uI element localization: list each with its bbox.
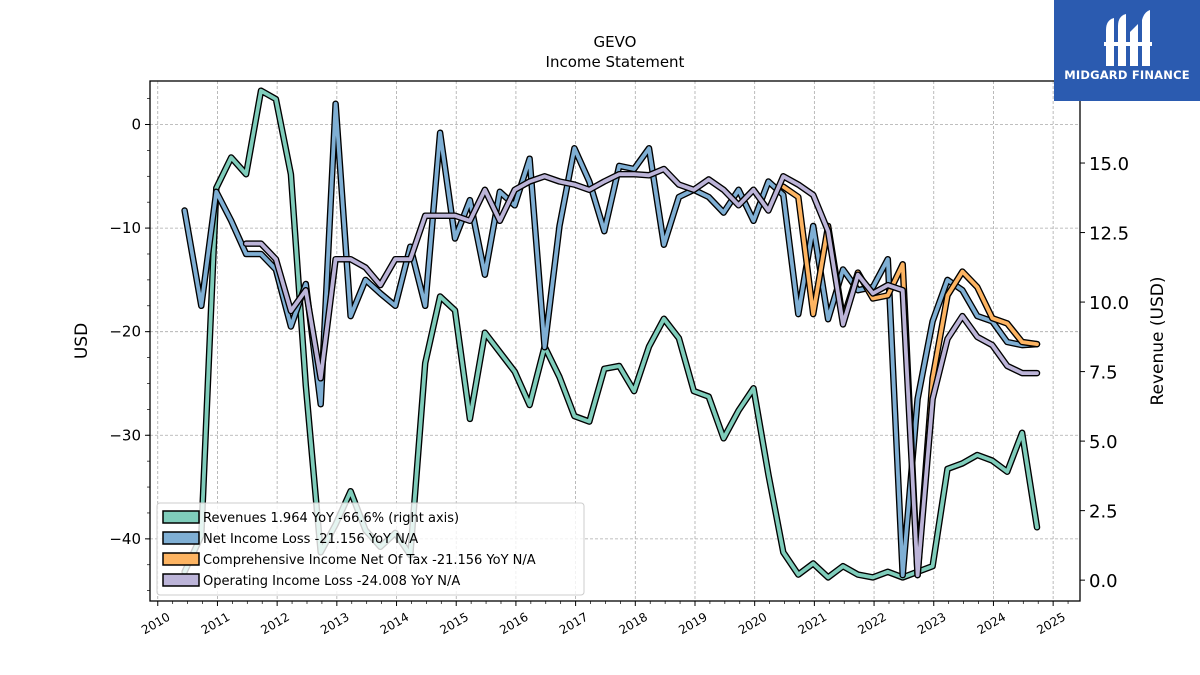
x-tick-label: 2013 bbox=[318, 610, 351, 637]
x-tick-label: 2016 bbox=[497, 610, 530, 637]
x-tick-label: 2012 bbox=[258, 610, 291, 637]
y-tick-label-right: 2.5 bbox=[1089, 502, 1118, 523]
y-tick-label-right: 12.5 bbox=[1089, 224, 1129, 245]
x-tick-label: 2017 bbox=[557, 610, 590, 637]
x-tick-label: 2021 bbox=[796, 610, 829, 637]
x-tick-label: 2019 bbox=[676, 610, 709, 637]
legend-label: Net Income Loss -21.156 YoY N/A bbox=[203, 532, 418, 547]
legend-swatch bbox=[162, 510, 200, 524]
x-tick-label: 2025 bbox=[1034, 610, 1067, 637]
series-line-net-income-loss bbox=[182, 101, 1039, 577]
x-tick-label: 2023 bbox=[915, 610, 948, 637]
legend-swatch bbox=[162, 552, 200, 566]
logo-text: MIDGARD FINANCE bbox=[1064, 68, 1190, 82]
y-axis-label-right: Revenue (USD) bbox=[1148, 276, 1168, 405]
legend-label: Revenues 1.964 YoY -66.6% (right axis) bbox=[203, 511, 459, 526]
y-tick-label-left: −20 bbox=[109, 323, 141, 341]
series-layer bbox=[181, 87, 1041, 581]
y-tick-label-left: −30 bbox=[109, 426, 141, 444]
y-axis-label-left: USD bbox=[72, 323, 92, 359]
x-tick-label: 2018 bbox=[617, 610, 650, 637]
chart-subtitle: Income Statement bbox=[546, 53, 685, 71]
y-tick-label-left: 0 bbox=[131, 116, 141, 134]
legend: Revenues 1.964 YoY -66.6% (right axis) Ne… bbox=[156, 502, 585, 596]
x-tick-label: 2014 bbox=[378, 610, 411, 637]
plot-frame bbox=[149, 80, 1081, 602]
y-tick-label-right: 7.5 bbox=[1089, 363, 1118, 384]
legend-swatch bbox=[162, 573, 200, 587]
x-tick-label: 2024 bbox=[975, 610, 1008, 637]
midgard-finance-logo: MIDGARD FINANCE bbox=[1054, 0, 1200, 101]
legend-label: Comprehensive Income Net Of Tax -21.156 … bbox=[203, 553, 536, 568]
x-tick-label: 2010 bbox=[139, 610, 172, 637]
legend-label: Operating Income Loss -24.008 YoY N/A bbox=[203, 574, 460, 589]
x-tick-label: 2011 bbox=[199, 610, 232, 637]
axes: 2010 2011 2012 2013 2014 2015 2016 2017 2018 2019… bbox=[109, 85, 1129, 638]
y-tick-label-right: 15.0 bbox=[1089, 154, 1129, 175]
y-tick-label-left: −40 bbox=[109, 530, 141, 548]
y-tick-label-right: 10.0 bbox=[1089, 293, 1129, 314]
chart-title: GEVO bbox=[594, 33, 637, 51]
x-tick-label: 2020 bbox=[736, 610, 769, 637]
logo-mark-icon bbox=[1104, 10, 1152, 66]
y-tick-label-left: −10 bbox=[109, 219, 141, 237]
y-tick-label-right: 0.0 bbox=[1089, 571, 1118, 592]
legend-box bbox=[156, 502, 585, 596]
legend-swatch bbox=[162, 531, 200, 545]
x-tick-label: 2022 bbox=[855, 610, 888, 637]
y-tick-label-right: 5.0 bbox=[1089, 432, 1118, 453]
series-line-operating-income-loss bbox=[244, 167, 1039, 577]
x-tick-label: 2015 bbox=[437, 610, 470, 637]
